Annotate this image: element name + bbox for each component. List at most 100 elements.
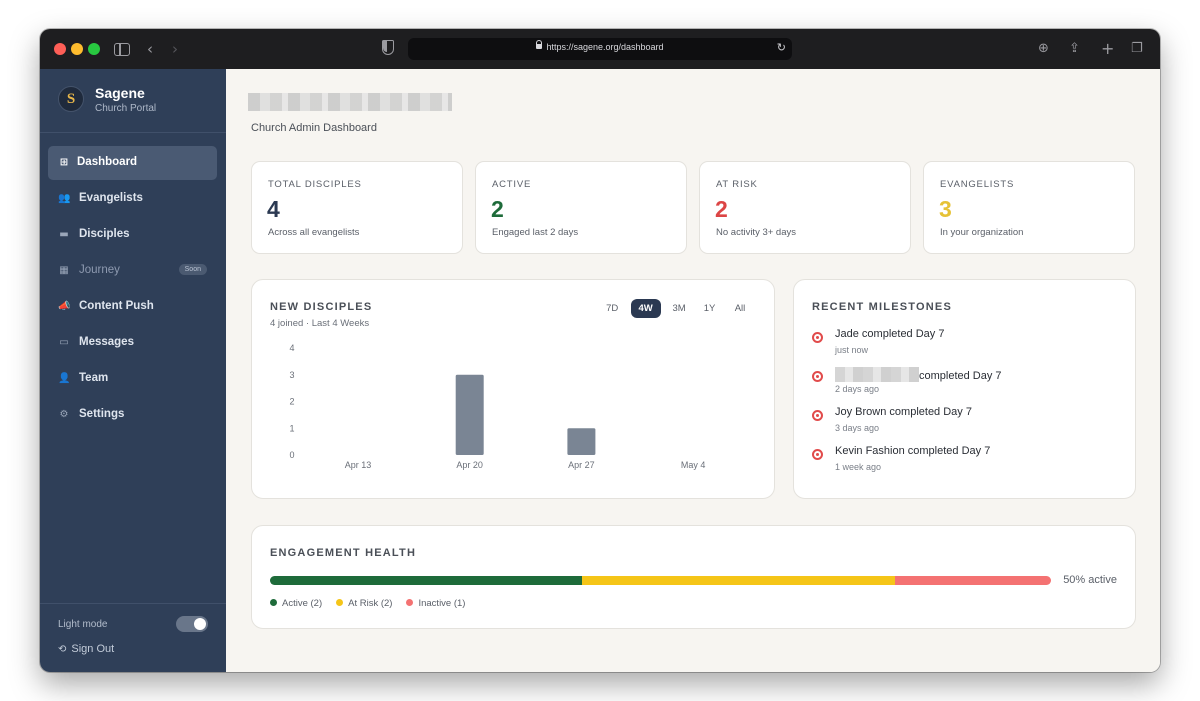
legend-label: At Risk (2) (348, 598, 393, 609)
forward-icon[interactable]: › (172, 40, 178, 58)
sidebar-item-disciples[interactable]: ▬ Disciples (48, 218, 217, 252)
engagement-health-bar (270, 576, 1051, 585)
minimize-window-button[interactable] (71, 43, 83, 55)
milestone-item[interactable]: Joy Brown completed Day 7 3 days ago (812, 406, 1112, 440)
browser-window: ‹ › https://sagene.org/dashboard ↻ ⊕ ⇪ +… (40, 29, 1160, 672)
legend-dot-icon (406, 599, 414, 606)
milestone-text: completed Day 7 (907, 445, 991, 457)
milestone-item[interactable]: Jade completed Day 7 just now (812, 328, 1112, 362)
stat-label: ACTIVE (492, 179, 532, 190)
sidebar-item-dashboard[interactable]: ⊞ Dashboard (48, 146, 217, 180)
tab-overview-icon[interactable]: ❐ (1131, 41, 1143, 56)
range-tab-4w[interactable]: 4W (630, 299, 661, 318)
engagement-health-panel: ENGAGEMENT HEALTH 50% active Active (2) A… (251, 525, 1136, 629)
page-subtitle: Church Admin Dashboard (251, 122, 377, 134)
x-tick-label: Apr 27 (568, 460, 595, 470)
sidebar-item-label: Evangelists (79, 192, 143, 204)
stat-value: 4 (267, 196, 280, 222)
close-window-button[interactable] (54, 43, 66, 55)
new-tab-icon[interactable]: + (1101, 39, 1115, 58)
range-tab-all[interactable]: All (734, 303, 746, 314)
milestone-item[interactable]: Kevin Fashion completed Day 7 1 week ago (812, 445, 1112, 479)
sidebar-item-messages[interactable]: ▭ Messages (48, 326, 217, 360)
person-icon: 👤 (58, 373, 71, 384)
range-tabs: 7D 4W 3M 1Y All (598, 298, 752, 318)
sidebar-item-team[interactable]: 👤 Team (48, 362, 217, 396)
url-text: https://sagene.org/dashboard (546, 42, 664, 52)
stat-card-active[interactable]: ACTIVE 2 Engaged last 2 days (475, 161, 687, 254)
recent-milestones-panel: RECENT MILESTONES Jade completed Day 7 j… (793, 279, 1136, 499)
new-disciples-subtitle: 4 joined · Last 4 Weeks (270, 318, 370, 329)
new-disciples-panel: NEW DISCIPLES 4 joined · Last 4 Weeks 7D… (251, 279, 775, 499)
soon-badge: Soon (178, 264, 207, 275)
sidebar-item-label: Messages (79, 336, 134, 348)
share-icon[interactable]: ⇪ (1069, 41, 1080, 56)
stat-card-evangelists[interactable]: EVANGELISTS 3 In your organization (923, 161, 1135, 254)
sidebar-item-label: Dashboard (77, 156, 138, 168)
stat-label: AT RISK (716, 179, 758, 190)
sidebar-item-label: Content Push (79, 300, 154, 312)
target-icon (812, 371, 823, 382)
target-icon (812, 410, 823, 421)
legend-label: Active (2) (282, 598, 323, 609)
light-mode-label: Light mode (58, 619, 108, 630)
milestone-name: Kevin Fashion (835, 445, 905, 457)
stat-card-total-disciples[interactable]: TOTAL DISCIPLES 4 Across all evangelists (251, 161, 463, 254)
sidebar-item-evangelists[interactable]: 👥 Evangelists (48, 182, 217, 216)
milestone-text: completed Day 7 (889, 406, 972, 418)
x-tick-label: Apr 13 (345, 460, 372, 470)
chart-bar[interactable] (567, 428, 596, 455)
browser-toolbar: ‹ › https://sagene.org/dashboard ↻ ⊕ ⇪ +… (40, 29, 1160, 69)
new-disciples-title: NEW DISCIPLES (270, 301, 373, 313)
y-tick-label: 1 (289, 423, 294, 433)
download-icon[interactable]: ⊕ (1038, 41, 1049, 56)
legend-item: Inactive (1) (406, 598, 465, 609)
legend-item: Active (2) (270, 598, 322, 609)
target-icon (812, 449, 823, 460)
address-bar[interactable]: https://sagene.org/dashboard ↻ (408, 38, 792, 60)
health-bar-segment (270, 576, 583, 585)
health-bar-segment (582, 576, 895, 585)
zoom-window-button[interactable] (88, 43, 100, 55)
y-tick-label: 3 (289, 370, 294, 380)
privacy-shield-icon[interactable] (382, 40, 394, 55)
new-disciples-chart: 0 1 2 3 4 Apr 13 Apr 20 Apr 27 May 4 (289, 343, 705, 470)
light-mode-toggle[interactable] (176, 616, 208, 632)
book-icon: ▬ (59, 229, 69, 240)
milestone-name: Jade (835, 328, 859, 340)
milestone-time: 2 days ago (835, 384, 880, 394)
stat-card-at-risk[interactable]: AT RISK 2 No activity 3+ days (699, 161, 911, 254)
map-icon: ▦ (59, 265, 69, 276)
page-title-redacted (248, 93, 452, 111)
reload-icon[interactable]: ↻ (776, 41, 786, 54)
sidebar-item-label: Journey (79, 264, 120, 276)
x-tick-label: Apr 20 (456, 460, 483, 470)
chart-bar[interactable] (455, 374, 484, 455)
back-icon[interactable]: ‹ (147, 40, 153, 58)
brand-subtitle: Church Portal (95, 103, 157, 114)
sidebar-item-settings[interactable]: ⚙ Settings (48, 398, 217, 432)
milestone-text: completed Day 7 (861, 328, 945, 340)
main-content: Church Admin Dashboard TOTAL DISCIPLES 4… (226, 69, 1160, 672)
sidebar-toggle-icon[interactable] (114, 43, 130, 56)
milestone-item[interactable]: completed Day 7 2 days ago (812, 367, 1112, 401)
y-tick-label: 2 (289, 397, 294, 407)
health-bar-segment (894, 576, 1051, 585)
y-tick-label: 4 (289, 343, 294, 353)
range-tab-1y[interactable]: 1Y (703, 303, 716, 314)
sidebar-item-label: Disciples (79, 228, 130, 240)
sidebar-divider (40, 132, 226, 133)
recent-milestones-title: RECENT MILESTONES (812, 301, 952, 313)
milestone-name: Joy Brown (835, 406, 887, 418)
sign-out-button[interactable]: ⟲ Sign Out (58, 643, 114, 655)
sidebar-item-content-push[interactable]: 📣 Content Push (48, 290, 217, 324)
engagement-health-title: ENGAGEMENT HEALTH (270, 547, 417, 559)
people-icon: 👥 (58, 193, 71, 204)
milestone-time: just now (835, 345, 869, 355)
sidebar-item-journey[interactable]: ▦ Journey Soon (48, 254, 217, 288)
range-tab-7d[interactable]: 7D (606, 303, 619, 314)
sidebar-bottom-divider (40, 603, 226, 604)
toggle-knob (194, 618, 206, 630)
range-tab-3m[interactable]: 3M (672, 303, 686, 314)
engagement-percent: 50% active (1063, 574, 1117, 586)
